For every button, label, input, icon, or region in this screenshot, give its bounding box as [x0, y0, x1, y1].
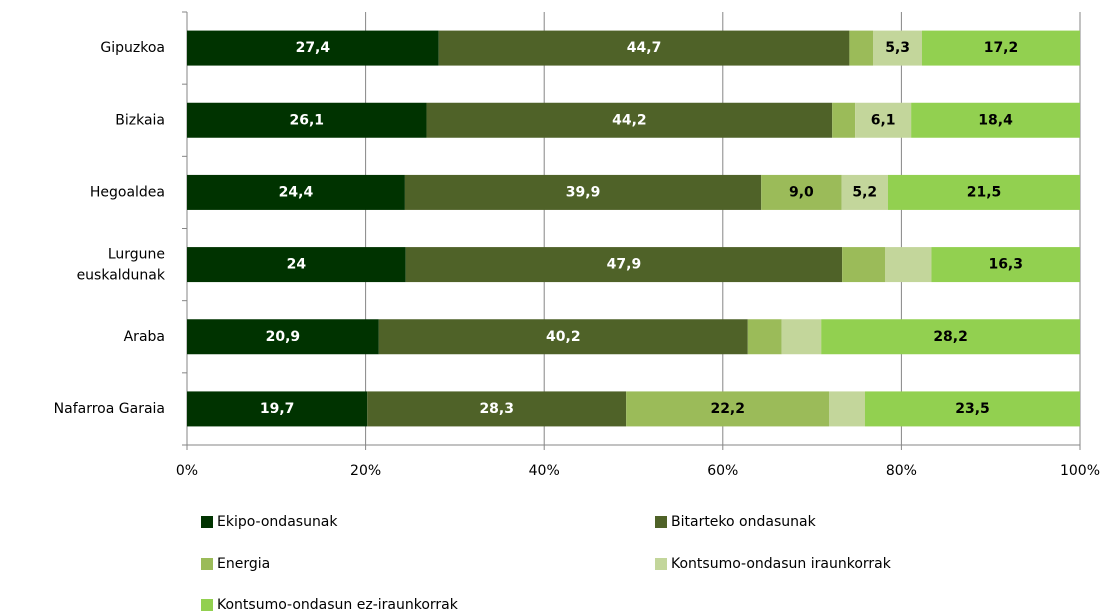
y-tick-label: Bizkaia	[115, 112, 165, 128]
bar-segment	[438, 30, 850, 66]
bar-segment	[747, 319, 782, 355]
bar-segment	[761, 174, 842, 210]
y-tick-label: Gipuzkoa	[100, 40, 165, 56]
data-label: 40,2	[546, 329, 581, 345]
data-label: 18,4	[978, 112, 1013, 128]
data-label: 16,3	[988, 257, 1023, 273]
data-label: 24	[287, 257, 307, 273]
data-label: 19,7	[260, 401, 295, 417]
bar-segment	[187, 247, 406, 283]
legend-label: Energia	[217, 556, 270, 572]
data-label: 47,9	[607, 257, 642, 273]
data-label: 39,9	[566, 184, 601, 200]
data-label: 9,0	[789, 184, 814, 200]
data-label: 22,2	[710, 401, 745, 417]
bar-segment	[781, 319, 822, 355]
bar-segment	[367, 391, 627, 427]
legend-label: Bitarteko ondasunak	[671, 514, 817, 530]
bar-segment	[821, 319, 1080, 355]
data-label: 21,5	[967, 184, 1002, 200]
bar-segment	[841, 174, 889, 210]
bar-segment	[378, 319, 748, 355]
bar-segment	[187, 174, 405, 210]
bar-segment	[829, 391, 865, 427]
legend-swatch	[201, 599, 213, 611]
legend-swatch	[201, 558, 213, 570]
data-label: 24,4	[279, 184, 314, 200]
bar-segment	[873, 30, 922, 66]
bar-segment	[864, 391, 1080, 427]
bar-segment	[855, 102, 912, 138]
legend-label: Kontsumo-ondasun ez-iraunkorrak	[217, 597, 459, 613]
data-label: 5,3	[885, 40, 910, 56]
bar-segment	[921, 30, 1080, 66]
y-tick-label: Hegoaldea	[90, 184, 165, 200]
data-label: 5,2	[852, 184, 877, 200]
data-label: 44,2	[612, 112, 647, 128]
bar-segment	[187, 30, 439, 66]
x-tick-label: 80%	[886, 463, 917, 479]
data-label: 27,4	[296, 40, 331, 56]
bar-segment	[888, 174, 1080, 210]
bar-segment	[911, 102, 1080, 138]
data-label: 20,9	[266, 329, 301, 345]
bar-segment	[187, 391, 368, 427]
data-label: 28,3	[479, 401, 514, 417]
legend-label: Ekipo-ondasunak	[217, 514, 338, 530]
legend-swatch	[655, 558, 667, 570]
data-label: 44,7	[627, 40, 662, 56]
bar-segment	[849, 30, 874, 66]
bar-segment	[404, 174, 762, 210]
bar-segment	[187, 319, 379, 355]
y-tick-label: Araba	[124, 329, 165, 345]
data-label: 26,1	[289, 112, 324, 128]
x-tick-label: 100%	[1060, 463, 1100, 479]
bar-segment	[626, 391, 830, 427]
bar-segment	[832, 102, 856, 138]
bar-segment	[187, 102, 427, 138]
bar-segment	[405, 247, 843, 283]
bar-segment	[842, 247, 885, 283]
bar-segment	[884, 247, 932, 283]
legend-swatch	[201, 516, 213, 528]
x-tick-label: 60%	[707, 463, 738, 479]
y-tick-label: Lurgune euskaldunak	[77, 247, 166, 284]
bar-segment	[931, 247, 1080, 283]
data-label: 23,5	[955, 401, 990, 417]
data-label: 17,2	[984, 40, 1019, 56]
x-tick-label: 0%	[176, 463, 198, 479]
data-label: 6,1	[871, 112, 896, 128]
bar-segment	[426, 102, 833, 138]
x-tick-label: 40%	[529, 463, 560, 479]
legend-swatch	[655, 516, 667, 528]
data-label: 28,2	[933, 329, 968, 345]
legend-label: Kontsumo-ondasun iraunkorrak	[671, 556, 892, 572]
x-tick-label: 20%	[350, 463, 381, 479]
y-tick-label: Nafarroa Garaia	[54, 401, 165, 417]
